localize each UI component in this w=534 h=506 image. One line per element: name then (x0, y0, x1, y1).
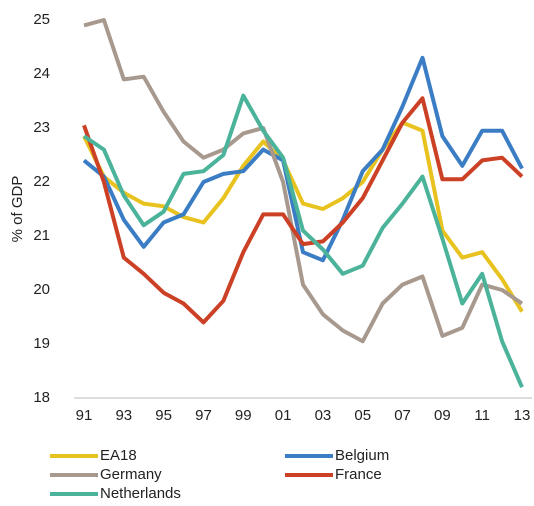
y-tick-label: 24 (33, 65, 50, 82)
legend-label: France (335, 466, 382, 483)
x-tick-label: 07 (394, 407, 411, 424)
x-tick-label: 91 (76, 407, 93, 424)
series-line (82, 96, 524, 325)
x-tick-label: 97 (195, 407, 212, 424)
y-tick-label: 22 (33, 173, 50, 190)
x-tick-label: 99 (235, 407, 252, 424)
y-tick-label: 18 (33, 389, 50, 406)
series-line (82, 120, 524, 313)
x-tick-label: 95 (155, 407, 172, 424)
x-tick-label: 93 (115, 407, 132, 424)
legend-label: Belgium (335, 447, 389, 464)
y-tick-label: 20 (33, 281, 50, 298)
x-tick-label: 11 (474, 407, 490, 424)
legend-label: Netherlands (100, 485, 181, 502)
y-tick-label: 23 (33, 119, 50, 136)
series-line (83, 18, 524, 344)
legend-label: EA18 (100, 447, 137, 464)
x-tick-label: 13 (514, 407, 531, 424)
y-tick-label: 25 (33, 11, 50, 28)
series-line (82, 93, 524, 388)
series-line (82, 55, 524, 263)
x-tick-label: 01 (275, 407, 292, 424)
legend-label: Germany (100, 466, 162, 483)
x-tick-label: 09 (434, 407, 451, 424)
y-axis-label: % of GDP (9, 176, 26, 243)
y-tick-label: 19 (33, 335, 50, 352)
x-tick-label: 03 (315, 407, 332, 424)
y-tick-label: 21 (33, 227, 50, 244)
x-tick-label: 05 (354, 407, 371, 424)
